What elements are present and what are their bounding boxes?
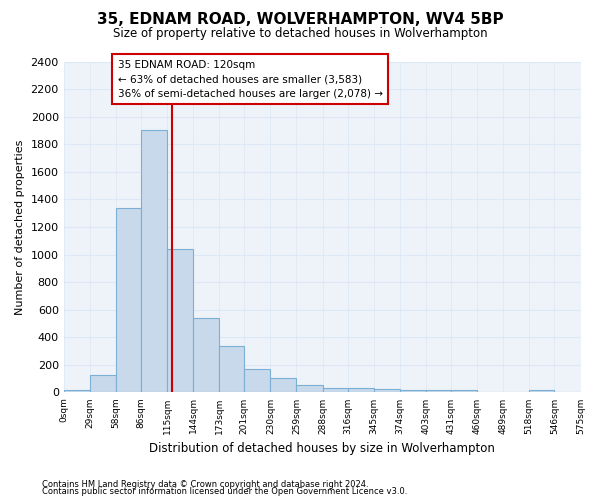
Bar (64, 390, 90, 392)
Bar (219, 346, 244, 393)
Text: 35, EDNAM ROAD, WOLVERHAMPTON, WV4 5BP: 35, EDNAM ROAD, WOLVERHAMPTON, WV4 5BP (97, 12, 503, 28)
Text: 35 EDNAM ROAD: 120sqm
← 63% of detached houses are smaller (3,583)
36% of semi-d: 35 EDNAM ROAD: 120sqm ← 63% of detached … (118, 60, 383, 99)
Bar (244, 369, 271, 392)
Bar (374, 389, 400, 392)
Bar (167, 249, 193, 392)
Bar (296, 385, 323, 392)
Bar (529, 390, 554, 392)
Bar (141, 130, 167, 392)
Bar (193, 318, 219, 392)
Text: Contains HM Land Registry data © Crown copyright and database right 2024.: Contains HM Land Registry data © Crown c… (42, 480, 368, 489)
Bar (348, 388, 374, 392)
Bar (90, 374, 116, 392)
Text: Contains public sector information licensed under the Open Government Licence v3: Contains public sector information licen… (42, 487, 407, 496)
Bar (116, 208, 141, 392)
Y-axis label: Number of detached properties: Number of detached properties (15, 140, 25, 314)
Bar (400, 390, 426, 392)
Bar (426, 390, 451, 392)
Text: Size of property relative to detached houses in Wolverhampton: Size of property relative to detached ho… (113, 28, 487, 40)
Bar (451, 390, 477, 392)
X-axis label: Distribution of detached houses by size in Wolverhampton: Distribution of detached houses by size … (149, 442, 495, 455)
Bar (271, 378, 296, 392)
Bar (323, 388, 348, 392)
